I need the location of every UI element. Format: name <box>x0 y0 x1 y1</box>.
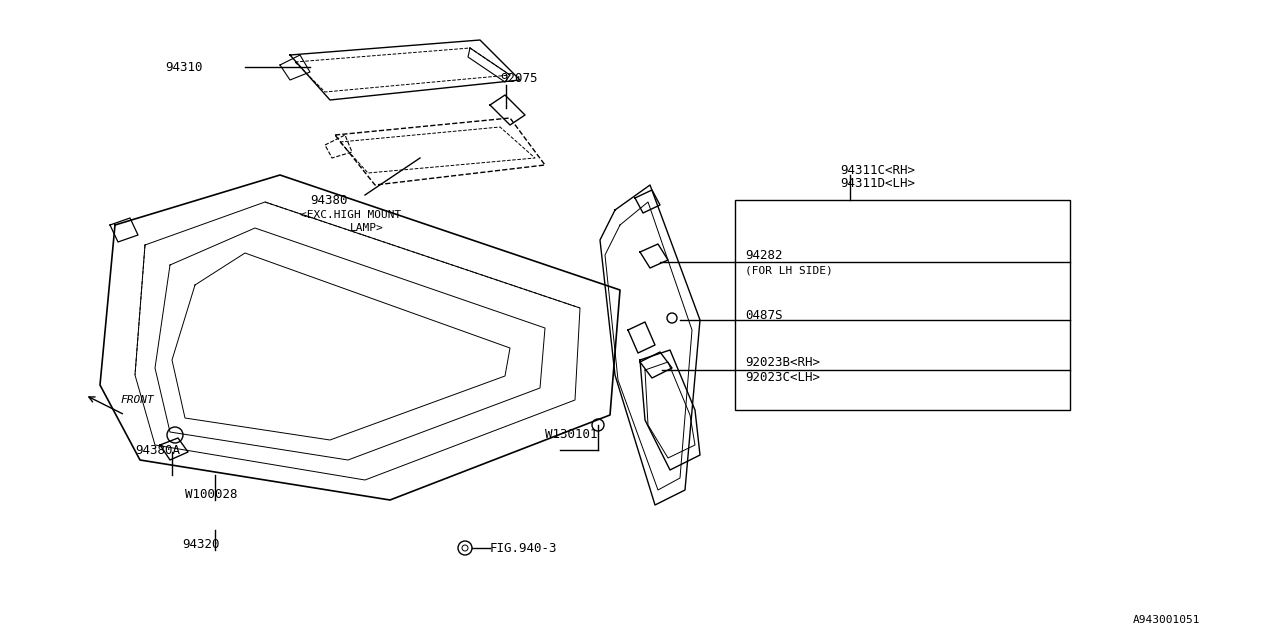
Text: 92023C<LH>: 92023C<LH> <box>745 371 820 383</box>
Text: LAMP>: LAMP> <box>349 223 384 233</box>
Text: FIG.940-3: FIG.940-3 <box>490 541 558 554</box>
Text: A943001051: A943001051 <box>1133 615 1201 625</box>
Text: 0487S: 0487S <box>745 308 782 321</box>
Text: FRONT: FRONT <box>120 395 154 405</box>
Text: 92023B<RH>: 92023B<RH> <box>745 355 820 369</box>
Text: 94282: 94282 <box>745 248 782 262</box>
Text: 94320: 94320 <box>182 538 219 552</box>
Text: 92075: 92075 <box>500 72 538 84</box>
Text: 94380A: 94380A <box>134 444 180 456</box>
Text: (FOR LH SIDE): (FOR LH SIDE) <box>745 265 833 275</box>
Bar <box>735 200 1070 410</box>
Text: 94311C<RH>: 94311C<RH> <box>840 163 915 177</box>
Text: 94311D<LH>: 94311D<LH> <box>840 177 915 189</box>
Text: W130101: W130101 <box>545 429 598 442</box>
Text: <EXC.HIGH MOUNT: <EXC.HIGH MOUNT <box>300 210 401 220</box>
Text: W100028: W100028 <box>186 488 238 502</box>
Text: 94380: 94380 <box>310 193 347 207</box>
Text: 94310: 94310 <box>165 61 202 74</box>
